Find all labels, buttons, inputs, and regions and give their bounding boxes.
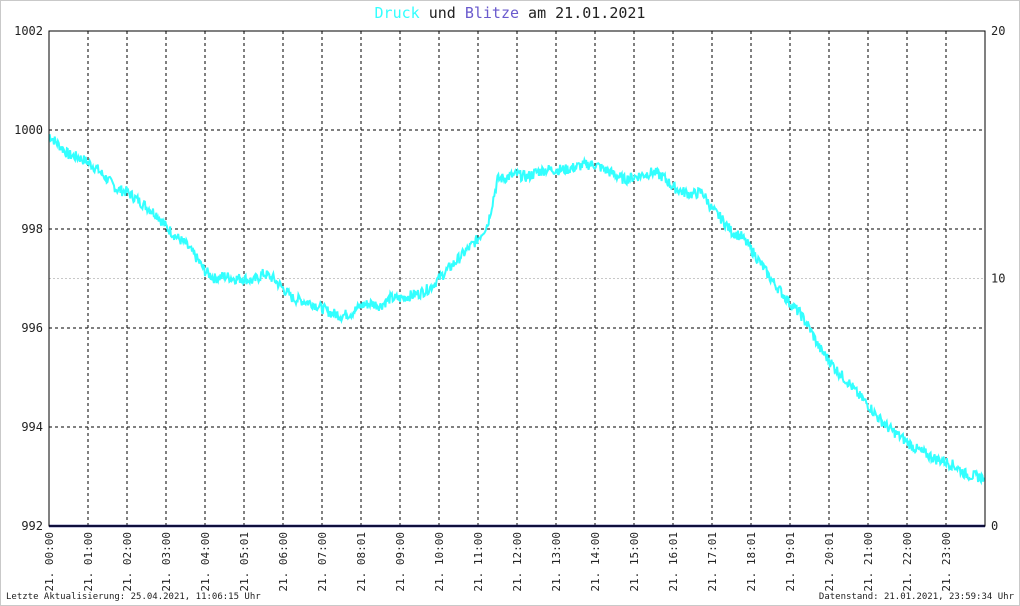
- x-tick-label: 21. 23:00: [940, 532, 953, 592]
- x-tick-label: 21. 10:00: [433, 532, 446, 592]
- x-tick-label: 21. 05:01: [238, 532, 251, 592]
- x-tick-label: 21. 20:01: [823, 532, 836, 592]
- title-date: am 21.01.2021: [519, 4, 646, 22]
- x-tick-label: 21. 22:00: [901, 532, 914, 592]
- grid-layer: [49, 31, 985, 526]
- y-tick-label-left: 1000: [14, 123, 43, 137]
- y-axis-ticks: 1002 1000 998 996 994 992 20 10 0: [14, 24, 1005, 533]
- x-tick-label: 21. 12:00: [511, 532, 524, 592]
- title-blitze: Blitze: [464, 4, 520, 22]
- footer-data-timestamp: Datenstand: 21.01.2021, 23:59:34 Uhr: [818, 592, 1014, 602]
- y-tick-label-left: 996: [21, 321, 43, 335]
- x-tick-label: 21. 21:00: [862, 532, 875, 592]
- series-line-druck: [48, 134, 985, 486]
- x-tick-label: 21. 13:00: [550, 532, 563, 592]
- x-tick-label: 21. 14:00: [589, 532, 602, 592]
- x-tick-label: 21. 03:00: [160, 532, 173, 592]
- x-tick-label: 21. 04:00: [199, 532, 212, 592]
- x-tick-label: 21. 06:00: [277, 532, 290, 592]
- x-tick-label: 21. 16:01: [667, 532, 680, 592]
- y-tick-label-right: 20: [991, 24, 1005, 38]
- chart-title: Druck und Blitze am 21.01.2021: [0, 4, 1020, 22]
- y-tick-label-left: 992: [21, 519, 43, 533]
- y-tick-label-left: 1002: [14, 24, 43, 38]
- x-axis-ticks: 21. 00:00 21. 01:00 21. 02:00 21. 03:00 21. …: [43, 532, 953, 592]
- x-tick-label: 21. 17:01: [706, 532, 719, 592]
- y-tick-label-left: 994: [21, 420, 43, 434]
- x-tick-label: 21. 15:00: [628, 532, 641, 592]
- x-tick-label: 21. 02:00: [121, 532, 134, 592]
- x-tick-label: 21. 19:01: [784, 532, 797, 592]
- plot-border: [48, 30, 986, 527]
- x-tick-label: 21. 00:00: [43, 532, 56, 592]
- x-tick-label: 21. 09:00: [394, 532, 407, 592]
- footer-last-update: Letzte Aktualisierung: 25.04.2021, 11:06…: [6, 592, 261, 602]
- x-tick-label: 21. 07:00: [316, 532, 329, 592]
- y-tick-label-right: 10: [991, 272, 1005, 286]
- x-tick-label: 21. 11:00: [472, 532, 485, 592]
- x-tick-label: 21. 08:01: [355, 532, 368, 592]
- y-tick-label-left: 998: [21, 222, 43, 236]
- title-druck: Druck: [374, 4, 420, 22]
- x-tick-label: 21. 18:01: [745, 532, 758, 592]
- y-tick-label-right: 0: [991, 519, 998, 533]
- title-und: und: [419, 4, 465, 22]
- x-tick-label: 21. 01:00: [82, 532, 95, 592]
